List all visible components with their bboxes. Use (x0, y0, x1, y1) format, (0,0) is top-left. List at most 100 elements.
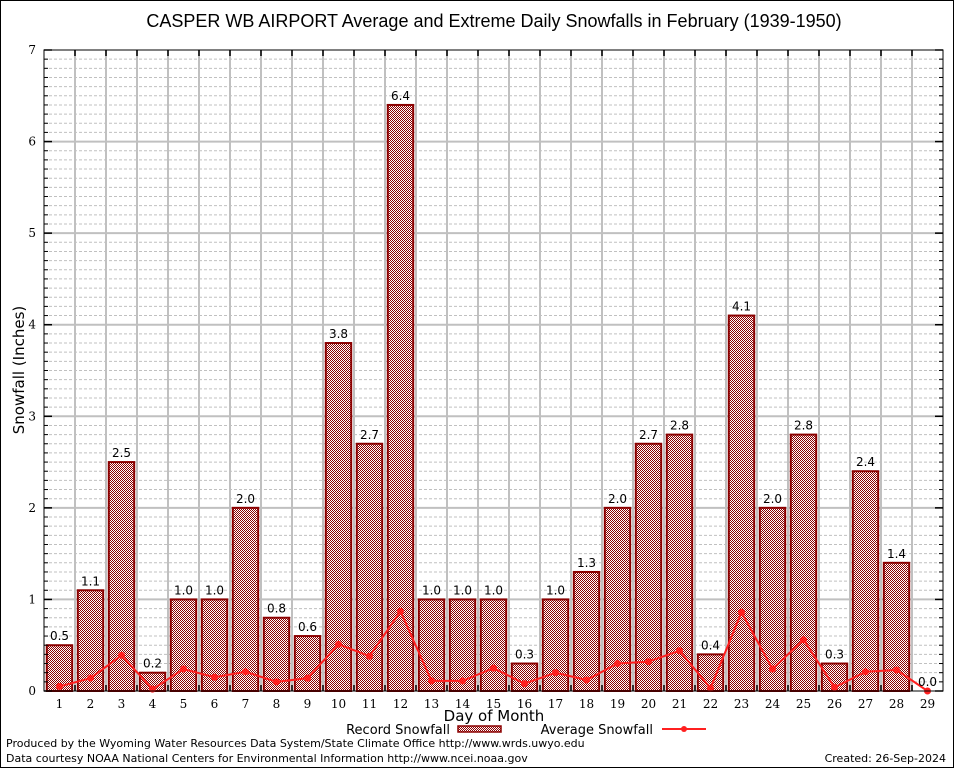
bar-value-label: 6.4 (391, 89, 410, 103)
average-point-day-23 (738, 608, 745, 616)
bar-value-label: 2.4 (856, 455, 875, 469)
bar-value-label: 2.8 (794, 419, 813, 433)
y-tick-label: 6 (28, 135, 36, 149)
x-tick-label: 10 (331, 697, 346, 711)
bar-value-label: 0.2 (143, 657, 162, 671)
x-axis-ticks: 1 2 3 4 5 6 7 8 9 10 11 12 13 14 15 16 17 18 19 20 21 22 23 24 2… (56, 50, 935, 711)
bar-value-label: 1.0 (546, 583, 565, 597)
bar-value-label: 0.6 (298, 620, 317, 634)
x-tick-label: 13 (424, 697, 439, 711)
bar-value-label: 0.0 (918, 675, 937, 689)
bar-value-label: 1.0 (174, 583, 193, 597)
record-bar-day-20 (634, 442, 663, 692)
x-tick-label: 17 (548, 697, 563, 711)
average-point-day-11 (366, 652, 373, 660)
x-tick-label: 29 (920, 697, 935, 711)
average-line (56, 607, 931, 695)
average-point-day-16 (521, 680, 528, 688)
record-bar-day-12 (386, 103, 415, 692)
x-tick-label: 3 (118, 697, 126, 711)
legend-average-marker (681, 726, 687, 732)
y-tick-label: 4 (28, 318, 36, 332)
x-tick-label: 26 (827, 697, 842, 711)
bar-value-label: 1.4 (887, 547, 906, 561)
average-point-day-24 (769, 665, 776, 673)
footer-data-courtesy: Data courtesy NOAA National Centers for … (6, 752, 528, 765)
average-point-day-25 (800, 636, 807, 644)
x-tick-label: 16 (517, 697, 532, 711)
x-tick-label: 8 (273, 697, 281, 711)
x-tick-label: 15 (486, 697, 501, 711)
x-tick-label: 27 (858, 697, 873, 711)
y-axis-label: Snowfall (Inches) (10, 306, 28, 434)
bar-value-label: 2.0 (608, 492, 627, 506)
average-point-day-12 (397, 607, 404, 615)
bar-value-label: 2.7 (639, 428, 658, 442)
record-bar-day-9 (293, 635, 322, 692)
bar-value-label: 1.1 (81, 574, 100, 588)
y-tick-label: 2 (28, 501, 36, 515)
average-point-day-5 (180, 665, 187, 673)
bar-value-label: 0.3 (825, 648, 844, 662)
x-tick-label: 20 (641, 697, 656, 711)
bar-value-label: 1.0 (453, 583, 472, 597)
legend-record-label: Record Snowfall (346, 723, 450, 738)
x-tick-label: 21 (672, 697, 687, 711)
record-bar-day-18 (572, 570, 601, 693)
bar-value-label: 1.0 (484, 583, 503, 597)
average-point-day-13 (428, 677, 435, 685)
average-point-day-15 (490, 664, 497, 672)
record-bar-day-17 (541, 598, 570, 693)
bar-value-label: 2.8 (670, 419, 689, 433)
bar-value-label: 1.0 (422, 583, 441, 597)
average-point-day-21 (676, 647, 683, 655)
y-tick-label: 7 (28, 43, 36, 57)
x-tick-label: 6 (211, 697, 219, 711)
bar-value-label: 4.1 (732, 300, 751, 314)
x-tick-label: 12 (393, 697, 408, 711)
record-bar-day-24 (758, 506, 787, 692)
average-point-day-19 (614, 660, 621, 668)
bar-value-label: 0.8 (267, 602, 286, 616)
average-point-day-2 (87, 674, 94, 682)
x-tick-label: 2 (87, 697, 95, 711)
y-tick-label: 0 (28, 684, 36, 698)
x-tick-label: 22 (703, 697, 718, 711)
average-point-day-28 (893, 666, 900, 674)
bar-value-label: 1.3 (577, 556, 596, 570)
bar-value-labels: 0.5 1.1 2.5 0.2 1.0 1.0 2.0 0.8 0.6 3.8 2.7 6.4 1.0 1… (50, 89, 937, 689)
record-bar-day-5 (169, 598, 198, 693)
x-tick-label: 28 (889, 697, 904, 711)
bar-value-label: 2.0 (763, 492, 782, 506)
bar-value-label: 0.5 (50, 629, 69, 643)
record-bar-day-13 (417, 598, 446, 693)
legend: Record Snowfall Average Snowfall (346, 723, 706, 738)
bar-value-label: 2.5 (112, 446, 131, 460)
record-bar-day-11 (355, 442, 384, 692)
bar-value-label: 3.8 (329, 327, 348, 341)
x-tick-label: 14 (455, 697, 471, 711)
average-point-day-4 (149, 685, 156, 693)
x-tick-label: 19 (610, 697, 625, 711)
x-tick-label: 25 (796, 697, 811, 711)
x-tick-label: 18 (579, 697, 594, 711)
average-point-day-27 (862, 668, 869, 676)
bar-value-label: 0.3 (515, 648, 534, 662)
x-tick-label: 7 (242, 697, 250, 711)
legend-average-label: Average Snowfall (541, 723, 653, 738)
x-tick-label: 11 (362, 697, 377, 711)
average-point-day-14 (459, 677, 466, 685)
y-tick-label: 3 (28, 409, 36, 423)
average-point-day-17 (552, 669, 559, 677)
bar-value-label: 0.4 (701, 638, 720, 652)
y-tick-label: 1 (28, 592, 36, 606)
average-point-day-3 (118, 651, 125, 659)
x-tick-label: 23 (734, 697, 749, 711)
bar-value-label: 1.0 (205, 583, 224, 597)
bar-value-label: 2.0 (236, 492, 255, 506)
x-tick-label: 4 (149, 697, 157, 711)
grid (44, 50, 943, 691)
legend-record-swatch (457, 725, 502, 733)
x-tick-label: 24 (765, 697, 781, 711)
